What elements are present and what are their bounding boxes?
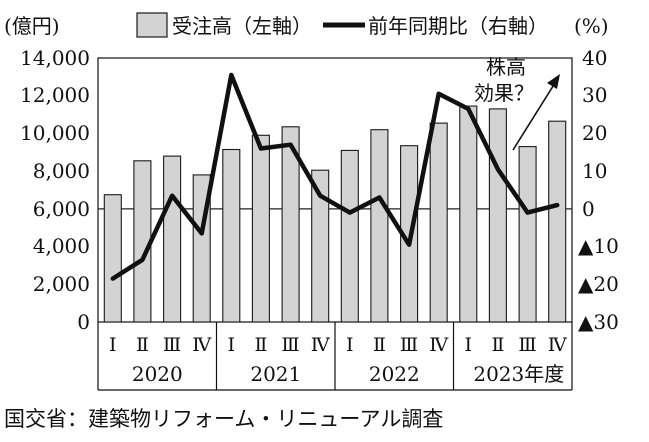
year-labels: 2020 2021 2022 2023年度 [132, 362, 564, 386]
quarter-tick-label: Ⅱ [254, 334, 267, 356]
year-label: 2020 [132, 362, 183, 386]
quarter-tick-label: Ⅰ [346, 334, 354, 356]
left-tick-label: 10,000 [20, 121, 90, 145]
quarter-tick-label: Ⅰ [465, 334, 473, 356]
left-tick-label: 6,000 [33, 197, 90, 221]
quarter-tick-label: Ⅳ [192, 334, 212, 356]
year-label: 2022 [369, 362, 420, 386]
left-tick-label: 4,000 [33, 234, 90, 258]
quarter-tick-label: Ⅱ [491, 334, 504, 356]
quarter-tick-label: Ⅳ [311, 334, 331, 356]
right-tick-label: ▲20 [578, 272, 619, 296]
legend: 受注高（左軸） 前年同期比（右軸） [136, 12, 548, 38]
bar [548, 120, 567, 323]
quarter-tick-label: Ⅲ [518, 334, 536, 356]
year-label: 2021 [250, 362, 301, 386]
year-label: 2023年度 [473, 362, 564, 386]
bar [251, 134, 270, 323]
quarter-tick-label: Ⅱ [136, 334, 149, 356]
bar [518, 146, 537, 323]
quarter-tick-label: Ⅲ [400, 334, 418, 356]
quarter-tick-label: Ⅳ [548, 334, 568, 356]
bar [133, 160, 152, 323]
bar [281, 126, 300, 323]
bar [459, 105, 478, 323]
right-tick-label: ▲10 [578, 234, 619, 258]
right-tick-label: 0 [582, 197, 595, 221]
quarter-tick-label: Ⅳ [429, 334, 449, 356]
right-axis-unit-label: (%) [574, 14, 609, 38]
left-axis-ticks: 0 2,000 4,000 6,000 8,000 10,000 12,000 … [20, 46, 90, 334]
left-tick-label: 0 [77, 310, 90, 334]
left-tick-label: 8,000 [33, 159, 90, 183]
left-tick-label: 14,000 [20, 46, 90, 70]
legend-line-label: 前年同期比（右軸） [368, 14, 548, 38]
bar [222, 148, 241, 323]
legend-bar-label: 受注高（左軸） [172, 14, 312, 38]
annotation-arrow-shaft [512, 82, 556, 151]
bar [370, 129, 389, 323]
quarter-tick-label: Ⅲ [281, 334, 299, 356]
right-tick-label: 20 [582, 121, 607, 145]
source-note: 国交省：建築物リフォーム・リニューアル調査 [4, 407, 443, 431]
bar [311, 169, 330, 323]
quarter-tick-label: Ⅱ [373, 334, 386, 356]
annotation: 株高 効果？ [474, 55, 560, 151]
annotation-line1: 株高 [486, 55, 526, 79]
legend-bar-swatch [136, 12, 168, 38]
quarter-tick-label: Ⅰ [109, 334, 117, 356]
annotation-line2: 効果？ [474, 81, 534, 105]
left-tick-label: 12,000 [20, 83, 90, 107]
right-tick-label: 40 [582, 46, 607, 70]
bar [488, 108, 507, 323]
left-axis-unit-label: (億円) [4, 14, 60, 38]
left-tick-label: 2,000 [33, 272, 90, 296]
bar [163, 155, 182, 323]
yoy-line-series [110, 72, 560, 281]
right-tick-label: 10 [582, 159, 607, 183]
bar-series [103, 105, 567, 323]
right-tick-label: ▲30 [578, 310, 619, 334]
bar [429, 122, 448, 323]
quarter-tick-label: Ⅲ [163, 334, 181, 356]
annotation-arrow-head [547, 74, 560, 89]
right-tick-label: 30 [582, 83, 607, 107]
right-axis-ticks: ▲30 ▲20 ▲10 0 10 20 30 40 [578, 46, 619, 334]
bar [103, 194, 122, 323]
bar [340, 149, 359, 323]
quarter-tick-label: Ⅰ [228, 334, 236, 356]
